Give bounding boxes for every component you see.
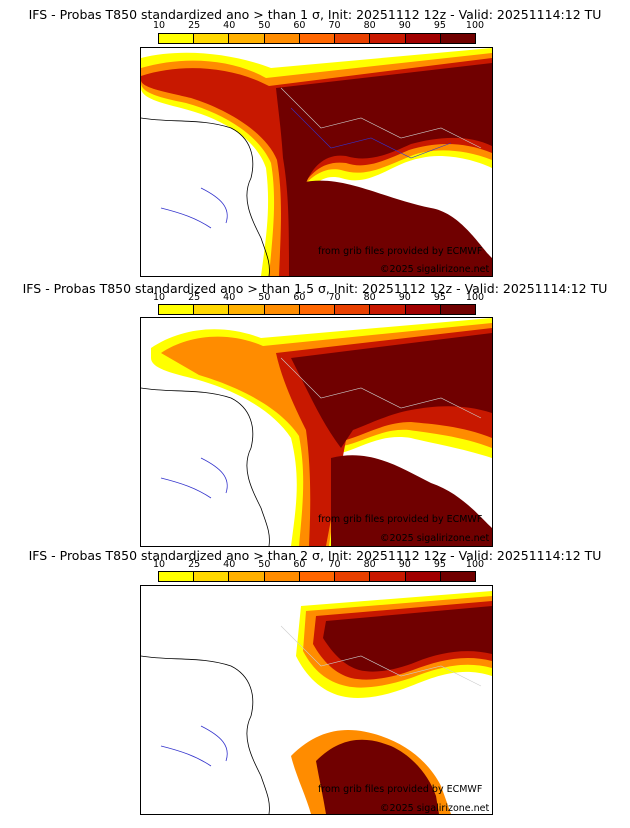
colorbar-segment: [264, 34, 300, 43]
colorbar-segment: [159, 305, 195, 314]
colorbar-segment: [440, 305, 475, 314]
colorbar-segment: [405, 34, 441, 43]
map-panel-2: IFS - Probas T850 standardized ano > tha…: [0, 277, 630, 547]
map-panel-1: IFS - Probas T850 standardized ano > tha…: [0, 0, 630, 277]
colorbar-segment: [335, 572, 371, 581]
colorbar-tick-label: 60: [293, 20, 306, 31]
probability-map: [140, 585, 493, 815]
colorbar-segment: [159, 34, 195, 43]
colorbar-segment: [194, 572, 230, 581]
colorbar-tick-label: 80: [363, 20, 376, 31]
colorbar-tick-label: 50: [258, 20, 271, 31]
colorbar-tick-label: 40: [223, 292, 236, 303]
colorbar-tick-label: 25: [188, 20, 201, 31]
colorbar-segment: [405, 572, 441, 581]
colorbar-segment: [299, 305, 336, 314]
colorbar-segment: [159, 572, 195, 581]
panel-title: IFS - Probas T850 standardized ano > tha…: [28, 7, 602, 22]
colorbar-tick-label: 70: [328, 20, 341, 31]
colorbar: [158, 571, 476, 582]
colorbar-tick-label: 25: [188, 292, 201, 303]
colorbar-tick-label: 95: [433, 292, 446, 303]
colorbar-segment: [299, 34, 336, 43]
colorbar-segment: [370, 34, 406, 43]
colorbar-tick-label: 50: [258, 559, 271, 570]
colorbar-tick-label: 10: [152, 20, 166, 31]
colorbar-tick-label: 100: [465, 559, 485, 570]
panel-title: IFS - Probas T850 standardized ano > tha…: [28, 548, 602, 563]
credit-copyright: ©2025 sigalirizone.net: [380, 803, 490, 814]
colorbar-segment: [229, 34, 265, 43]
probability-map: [140, 47, 493, 277]
colorbar-tick-label: 100: [465, 292, 485, 303]
colorbar-tick-label: 90: [398, 292, 411, 303]
credit-copyright: ©2025 sigalirizone.net: [380, 533, 490, 544]
probability-map: [140, 317, 493, 547]
colorbar-tick-label: 60: [293, 292, 306, 303]
colorbar-tick-label: 10: [152, 292, 166, 303]
colorbar-tick-label: 95: [433, 20, 446, 31]
colorbar-ticks: 10 25 40 50 60 70 80 90 95 100: [153, 20, 484, 32]
colorbar: [158, 304, 476, 315]
colorbar-tick-label: 100: [465, 20, 485, 31]
colorbar-ticks: 10 25 40 50 60 70 80 90 95 100: [153, 292, 484, 304]
colorbar-segment: [335, 34, 371, 43]
colorbar-segment: [299, 572, 336, 581]
colorbar-segment: [229, 305, 265, 314]
colorbar-tick-label: 40: [223, 559, 236, 570]
colorbar-tick-label: 10: [152, 559, 166, 570]
colorbar-tick-label: 70: [328, 559, 341, 570]
credit-copyright: ©2025 sigalirizone.net: [380, 264, 490, 275]
colorbar-segment: [194, 34, 230, 43]
panel-title: IFS - Probas T850 standardized ano > tha…: [22, 281, 608, 296]
map-panel-3: IFS - Probas T850 standardized ano > tha…: [0, 547, 630, 828]
colorbar-segment: [229, 572, 265, 581]
credit-source: from grib files provided by ECMWF: [318, 514, 483, 525]
colorbar-segment: [405, 305, 441, 314]
colorbar-segment: [370, 572, 406, 581]
colorbar-segment: [440, 572, 475, 581]
colorbar-tick-label: 90: [398, 20, 411, 31]
colorbar-tick-label: 40: [223, 20, 236, 31]
credit-source: from grib files provided by ECMWF: [318, 246, 483, 257]
colorbar-segment: [335, 305, 371, 314]
colorbar-segment: [264, 305, 300, 314]
colorbar-tick-label: 80: [363, 559, 376, 570]
colorbar-tick-label: 80: [363, 292, 376, 303]
colorbar: [158, 33, 476, 44]
colorbar-tick-label: 95: [433, 559, 446, 570]
colorbar-tick-label: 60: [293, 559, 306, 570]
colorbar-tick-label: 50: [258, 292, 271, 303]
colorbar-segment: [264, 572, 300, 581]
colorbar-segment: [440, 34, 475, 43]
colorbar-ticks: 10 25 40 50 60 70 80 90 95 100: [153, 559, 484, 571]
colorbar-segment: [370, 305, 406, 314]
colorbar-tick-label: 70: [328, 292, 341, 303]
colorbar-tick-label: 90: [398, 559, 411, 570]
credit-source: from grib files provided by ECMWF: [318, 784, 483, 795]
colorbar-segment: [194, 305, 230, 314]
colorbar-tick-label: 25: [188, 559, 201, 570]
